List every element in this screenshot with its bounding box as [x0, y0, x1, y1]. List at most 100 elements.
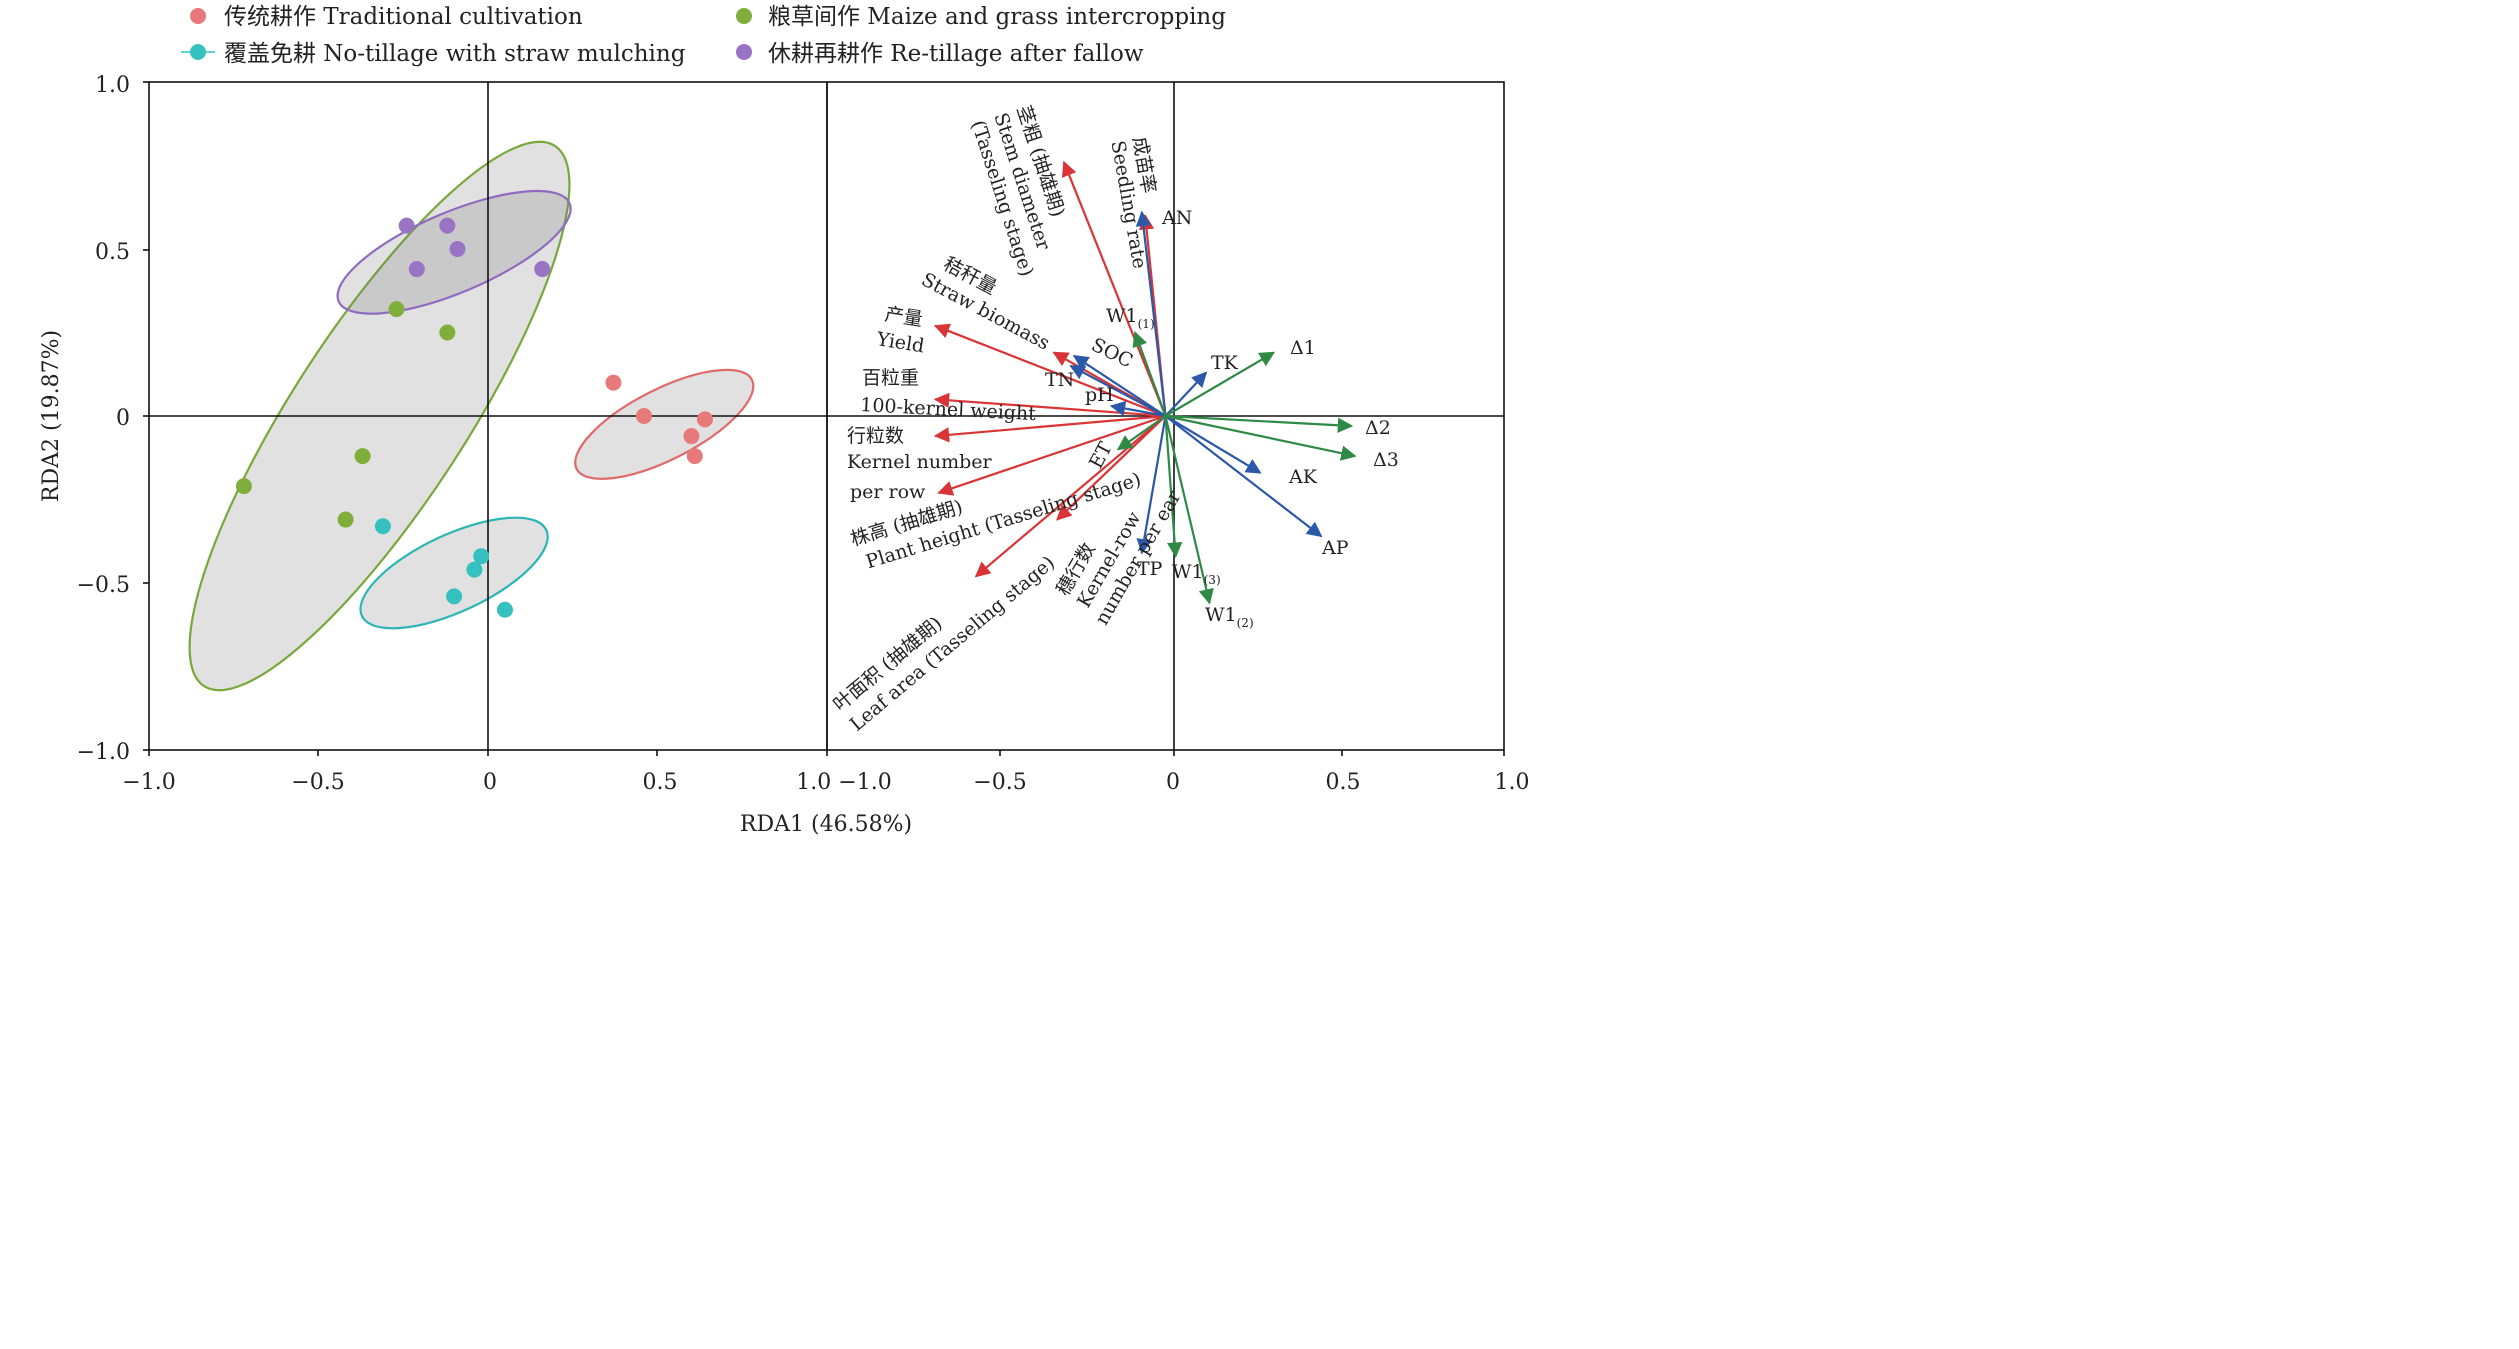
variable-vector-panel: 茎粗 (抽雄期) Stem diameter (Tasseling stage)… — [826, 81, 1505, 751]
x-tick-label: −0.5 — [291, 770, 344, 795]
label-SOC: SOC — [1088, 334, 1136, 373]
sample-point — [466, 561, 483, 578]
sample-point — [449, 241, 466, 257]
variable-vector — [933, 392, 1166, 418]
y-axis-title: RDA2 (19.87%) — [39, 330, 64, 502]
label-yield-en: Yield — [874, 328, 926, 357]
sample-point — [374, 518, 391, 535]
sample-point — [635, 408, 652, 424]
label-delta1: Δ1 — [1290, 337, 1316, 359]
variable-vector — [974, 415, 1167, 578]
variable-vector — [1164, 415, 1262, 474]
label-delta3: Δ3 — [1373, 449, 1399, 471]
label-AP: AP — [1321, 537, 1349, 559]
y-tick-label: −0.5 — [77, 573, 130, 598]
x-tick-label: 0.5 — [643, 770, 678, 795]
label-AN: AN — [1161, 207, 1192, 229]
variable-vector — [1164, 415, 1183, 558]
x-tick-label: 1.0 −1.0 — [796, 770, 891, 795]
x-tick-label: −0.5 — [973, 770, 1026, 795]
x-tick-label: 1.0 — [1495, 770, 1530, 795]
group-ellipse — [574, 368, 755, 480]
x-axis-title: RDA1 (46.58%) — [740, 812, 912, 837]
y-tick-label: 0.5 — [95, 240, 130, 265]
label-AK: AK — [1288, 466, 1318, 488]
variable-vectors — [933, 160, 1357, 605]
variable-vector — [1164, 351, 1276, 417]
y-tick-label: 1.0 — [95, 73, 130, 98]
label-leaf-area-en: Leaf area (Tasseling stage) — [846, 552, 1059, 736]
y-axis-ticks: 1.0 0.5 0 −0.5 −1.0 — [77, 73, 149, 765]
sample-point — [683, 428, 700, 445]
legend-label-traditional: 传统耕作 Traditional cultivation — [224, 4, 583, 30]
label-kernel-number-en1: Kernel number — [847, 451, 993, 473]
sample-point — [446, 588, 463, 605]
sample-score-panel — [148, 81, 828, 751]
sample-point — [473, 548, 490, 565]
sample-points — [235, 217, 713, 618]
variable-vector — [1132, 331, 1167, 417]
sample-point — [496, 601, 513, 618]
legend-label-retillage: 休耕再耕作 Re-tillage after fallow — [768, 41, 1144, 67]
variable-vector — [937, 414, 1166, 496]
variable-vector — [1116, 415, 1167, 451]
label-pH: pH — [1085, 384, 1114, 406]
x-tick-label: 0.5 — [1326, 770, 1361, 795]
sample-point — [605, 374, 622, 391]
x-tick-label: 0 — [1166, 770, 1180, 795]
legend-label-intercropping: 粮草间作 Maize and grass intercropping — [768, 4, 1226, 30]
variable-vector — [1135, 210, 1167, 417]
variable-vector — [1069, 364, 1167, 417]
sample-point — [354, 448, 371, 465]
variable-vector — [1164, 415, 1214, 605]
legend-marker-intercropping — [736, 8, 752, 24]
legend: 传统耕作 Traditional cultivation 覆盖免耕 No-til… — [181, 4, 1226, 67]
right-plot-frame — [826, 81, 1505, 751]
label-yield-cn: 产量 — [883, 303, 924, 331]
group-ellipse — [359, 516, 549, 630]
legend-marker-notillage — [190, 44, 206, 60]
x-axis-ticks: −1.0 −0.5 0 0.5 1.0 −1.0 −0.5 0 0.5 1.0 — [122, 750, 1530, 795]
variable-vector — [1136, 415, 1167, 555]
label-TP: TP — [1137, 558, 1163, 580]
label-TK: TK — [1211, 352, 1239, 374]
x-tick-label: −1.0 — [122, 770, 175, 795]
label-kernel-number-en2: per row — [850, 481, 926, 503]
label-kernel-weight-cn: 百粒重 — [862, 367, 919, 389]
sample-point — [439, 217, 456, 234]
vector-labels: 茎粗 (抽雄期) Stem diameter (Tasseling stage)… — [829, 103, 1399, 736]
variable-vector — [1072, 354, 1167, 417]
legend-marker-traditional — [190, 8, 206, 24]
y-tick-label: 0 — [116, 406, 130, 431]
sample-point — [398, 217, 415, 234]
sample-point — [235, 478, 252, 495]
sample-point — [696, 411, 713, 428]
sample-point — [534, 261, 551, 278]
label-TN: TN — [1045, 369, 1074, 391]
legend-label-notillage: 覆盖免耕 No-tillage with straw mulching — [224, 41, 686, 67]
variable-vector — [1164, 371, 1208, 417]
sample-point — [686, 448, 703, 465]
sample-point — [337, 511, 354, 528]
label-delta2: Δ2 — [1365, 417, 1391, 439]
sample-point — [439, 324, 456, 341]
variable-vector — [1061, 160, 1167, 417]
label-kernel-weight-en: 100-kernel weight — [860, 394, 1037, 425]
x-tick-label: 0 — [483, 770, 497, 795]
label-W1-2: W1(2) — [1205, 604, 1254, 630]
variable-vector — [933, 414, 1166, 443]
label-W1-3: W1(3) — [1172, 561, 1221, 587]
sample-point — [408, 261, 425, 278]
y-tick-label: −1.0 — [77, 740, 130, 765]
rda-figure: 传统耕作 Traditional cultivation 覆盖免耕 No-til… — [39, 4, 1530, 837]
variable-vector — [1109, 400, 1166, 418]
sample-point — [388, 301, 405, 318]
label-W1-1: W1(1) — [1106, 305, 1155, 331]
variable-vector — [933, 323, 1166, 418]
variable-vector — [1165, 414, 1354, 433]
label-kernel-number-cn: 行粒数 — [847, 425, 904, 447]
legend-marker-retillage — [736, 44, 752, 60]
variable-vector — [1164, 415, 1323, 538]
variable-vector — [1056, 415, 1167, 521]
variable-vector — [1165, 414, 1357, 461]
